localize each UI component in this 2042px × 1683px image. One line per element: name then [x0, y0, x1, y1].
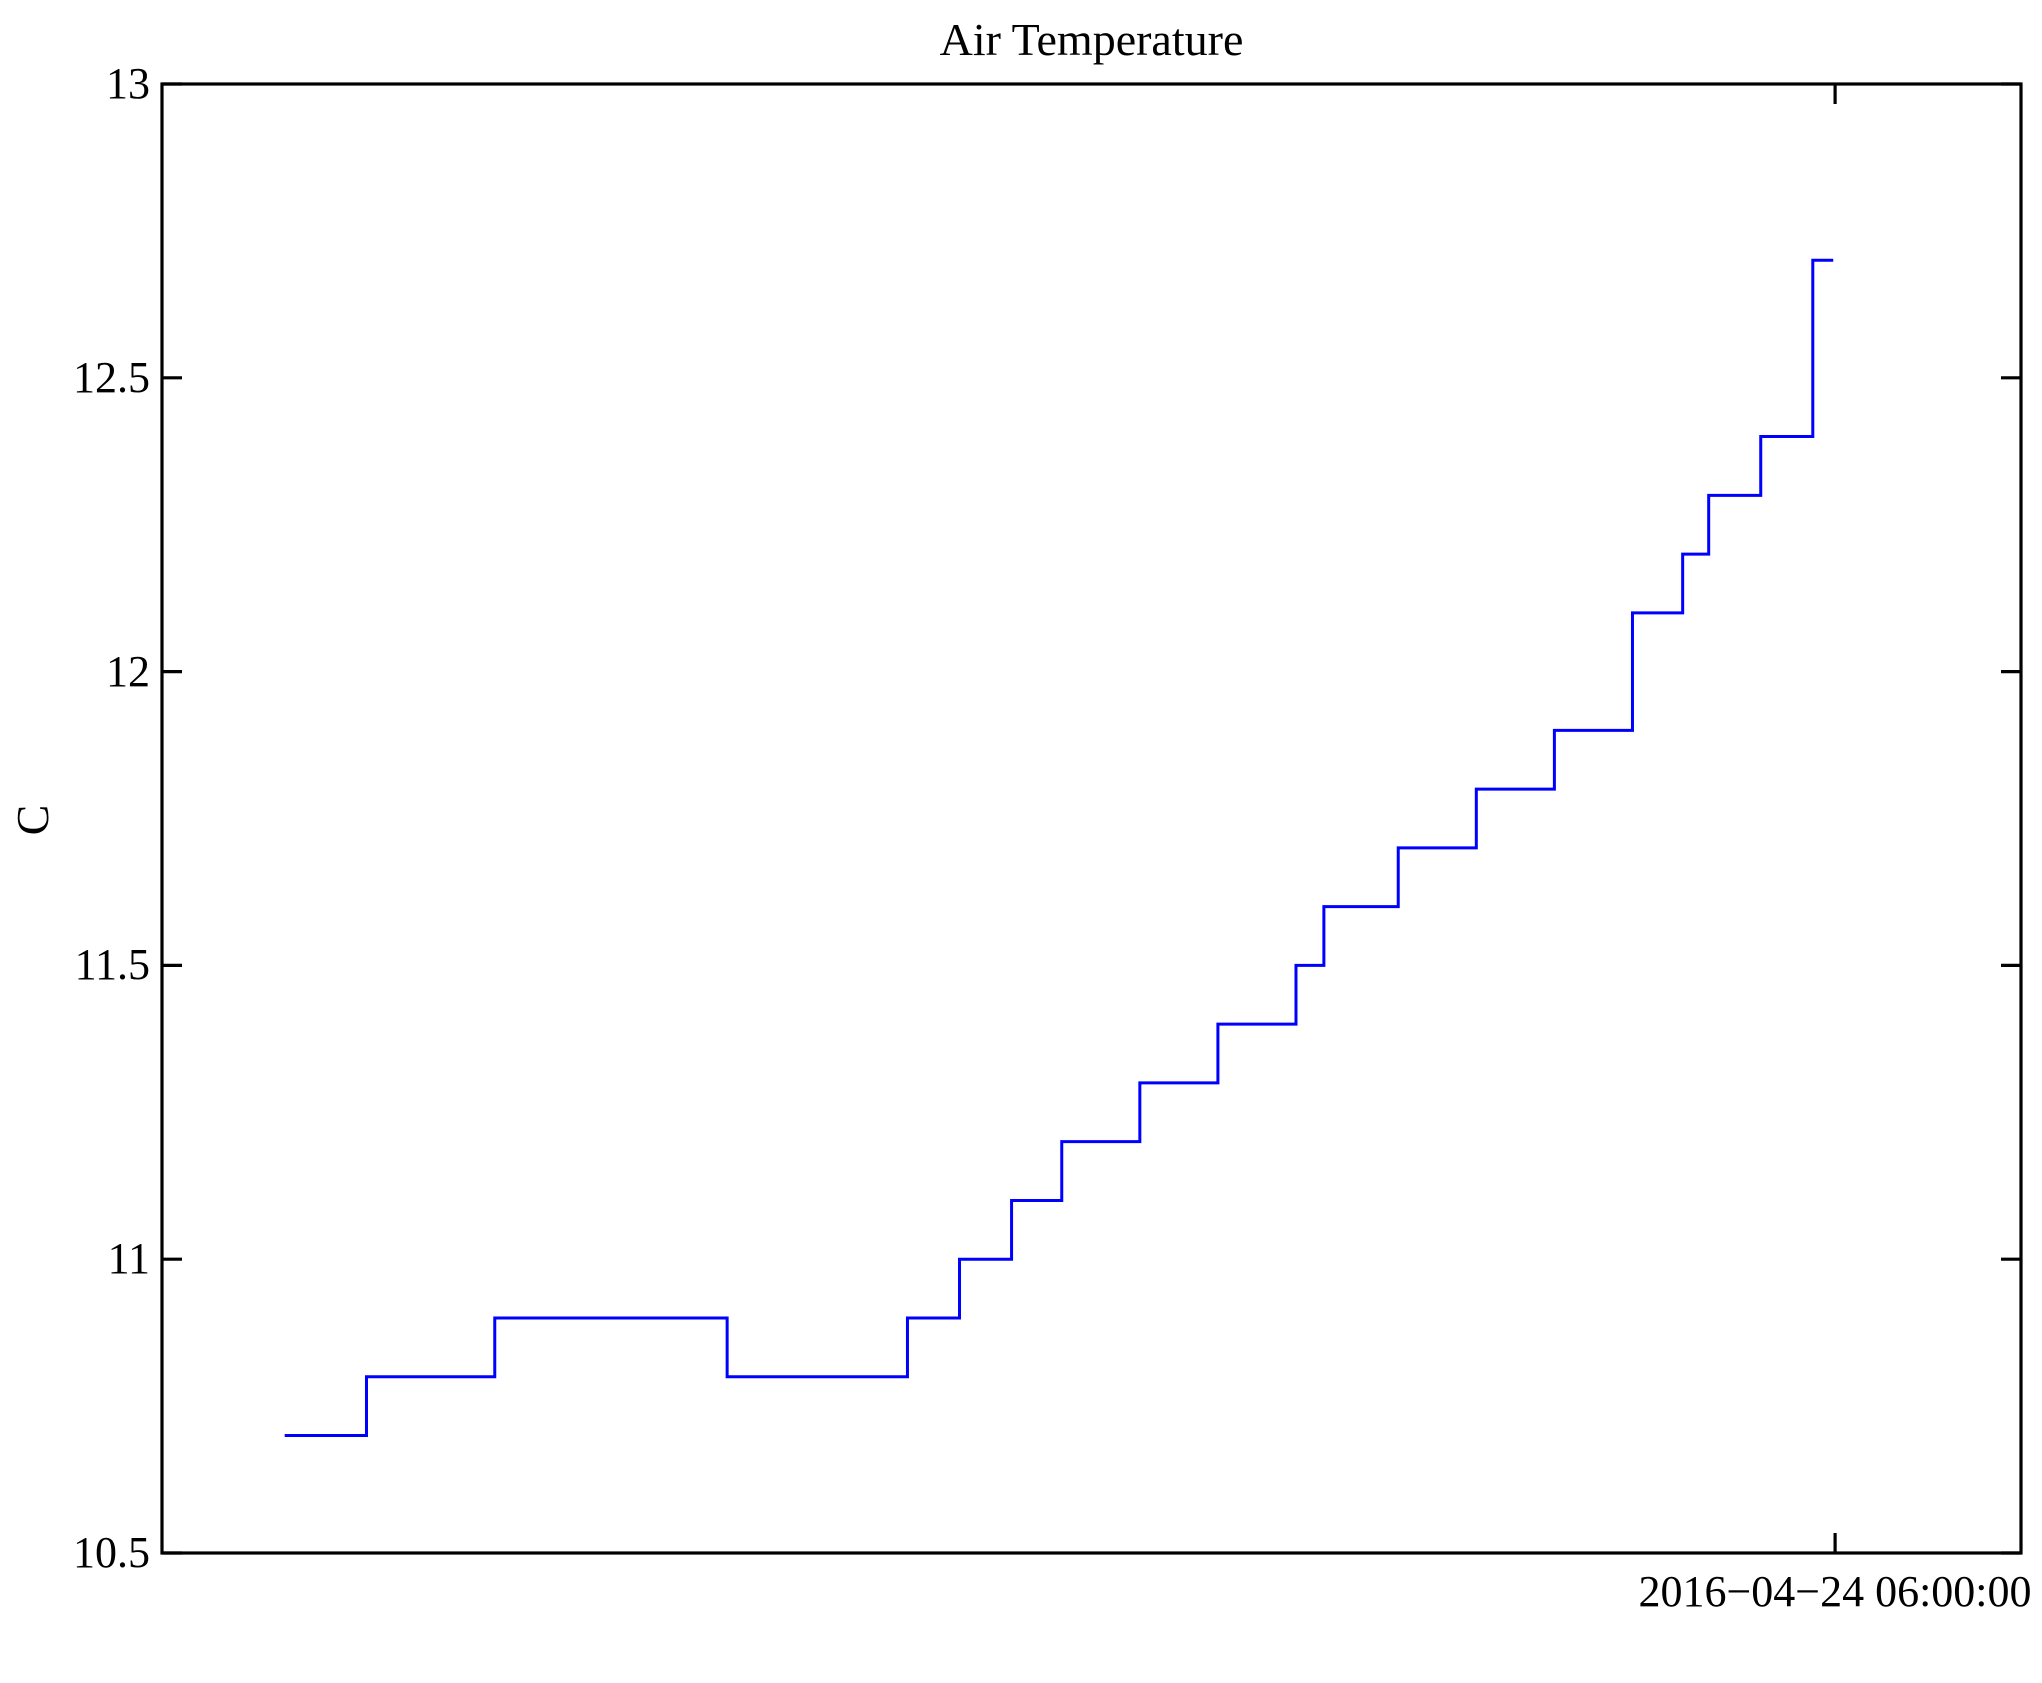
y-tick-label: 11.5: [74, 940, 150, 990]
y-tick-label: 11: [107, 1234, 150, 1284]
chart-title: Air Temperature: [939, 14, 1244, 65]
axes-box: [160, 82, 2023, 1555]
air-temperature-step-line: [284, 258, 1834, 1437]
y-tick-label: 12.5: [73, 352, 150, 402]
y-tick-label: 12: [106, 646, 150, 696]
y-tick-label: 13: [106, 59, 150, 108]
y-tick-label: 10.5: [73, 1528, 150, 1577]
x-axis-tick-label: 2016−04−24 06:00:00: [1638, 1567, 2032, 1616]
